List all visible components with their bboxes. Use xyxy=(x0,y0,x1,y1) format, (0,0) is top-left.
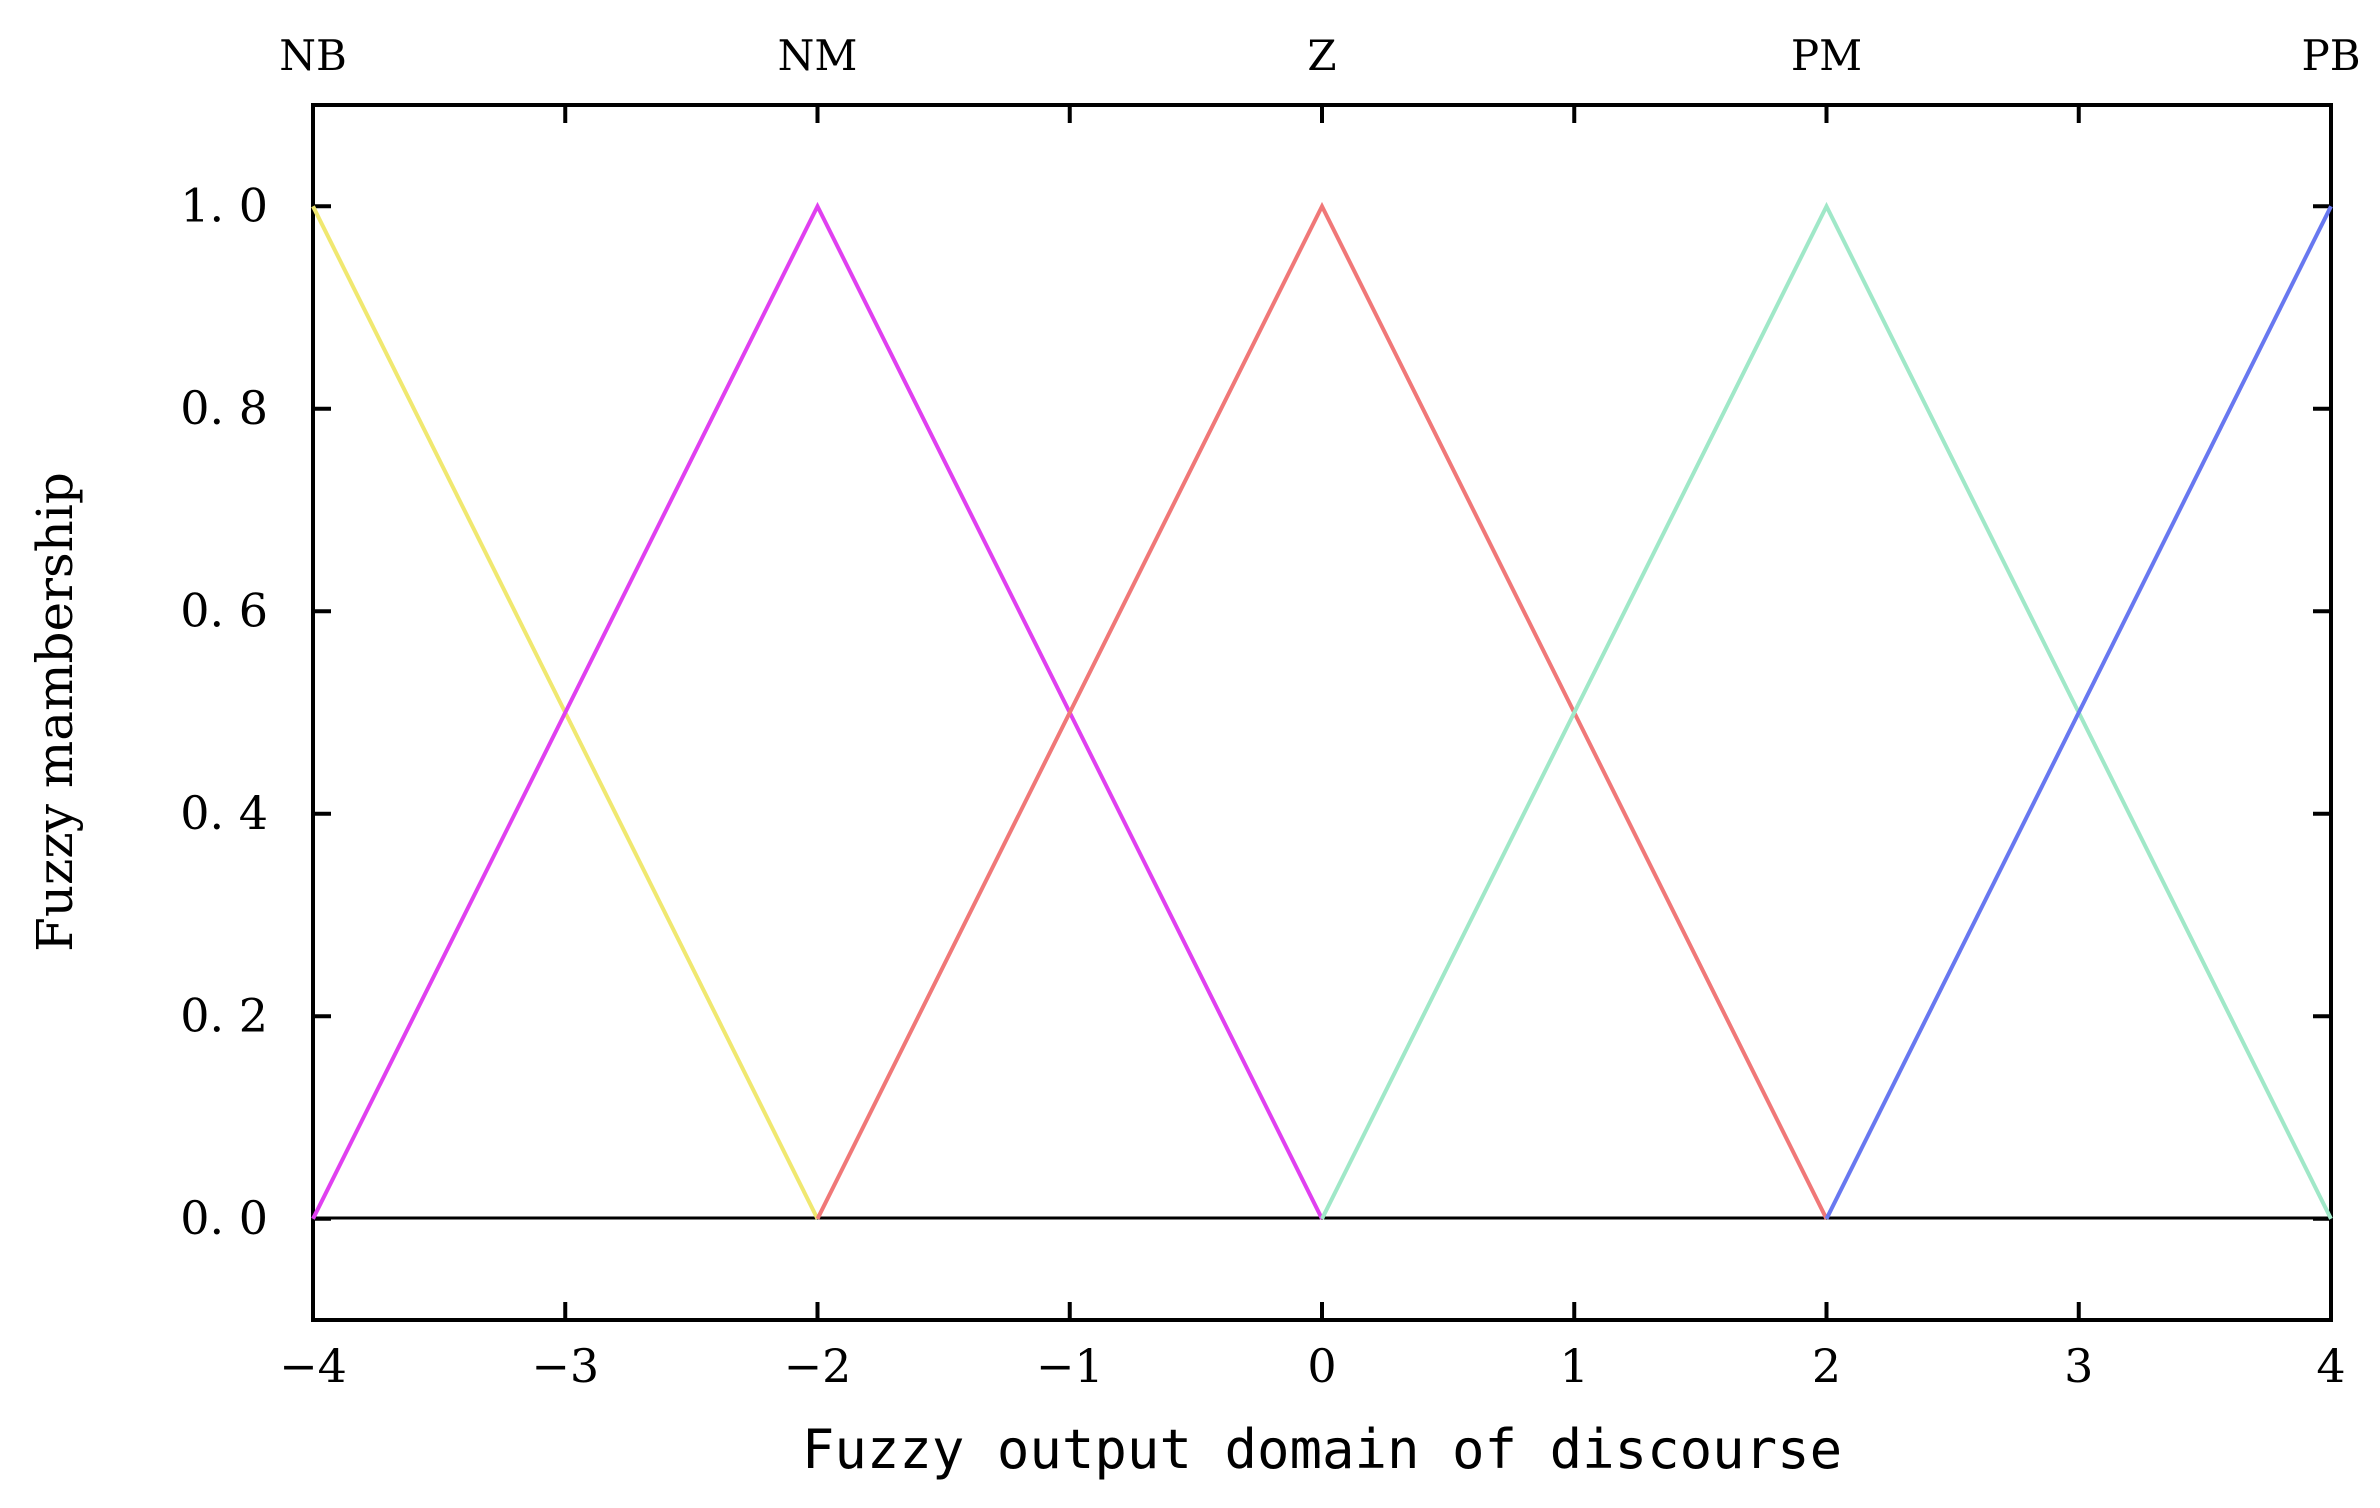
tick-labels: −4 −3 −2 −1 0 1 2 3 4 0. 0 0. 2 0. 4 0. 6 0. 8 1. 0 xyxy=(180,178,2345,1393)
series-group xyxy=(311,201,2333,1220)
y-axis-title: Fuzzy mambership xyxy=(26,472,84,952)
x-tick-label: −2 xyxy=(784,1339,852,1393)
set-label-pm: PM xyxy=(1791,31,1862,80)
x-axis-title: Fuzzy output domain of discourse xyxy=(802,1418,1842,1481)
axis-ticks xyxy=(311,105,2333,1320)
y-tick-label: 1. 0 xyxy=(180,178,268,232)
x-tick-label: 0 xyxy=(1307,1339,1336,1393)
y-tick-label: 0. 4 xyxy=(180,786,268,840)
set-label-nm: NM xyxy=(778,31,858,80)
plot-area xyxy=(311,103,2333,1322)
x-tick-label: 3 xyxy=(2064,1339,2093,1393)
y-tick-label: 0. 8 xyxy=(180,381,268,435)
x-tick-label: 1 xyxy=(1560,1339,1589,1393)
x-tick-label: 2 xyxy=(1812,1339,1841,1393)
x-tick-label: −4 xyxy=(279,1339,347,1393)
x-tick-label: −3 xyxy=(531,1339,599,1393)
plot-frame xyxy=(311,103,2333,1322)
series-line-z xyxy=(815,201,1829,1220)
set-label-pb: PB xyxy=(2301,31,2360,80)
y-tick-label: 0. 6 xyxy=(180,583,268,637)
x-tick-label: −1 xyxy=(1036,1339,1104,1393)
series-line-pb xyxy=(1824,205,2333,1220)
set-label-z: Z xyxy=(1307,31,1336,80)
y-tick-label: 0. 0 xyxy=(180,1191,268,1245)
x-tick-label: 4 xyxy=(2316,1339,2345,1393)
set-labels: NB NM Z PM PB xyxy=(279,31,2360,80)
series-line-pm xyxy=(1320,201,2333,1220)
series-line-nm xyxy=(311,201,1324,1220)
set-label-nb: NB xyxy=(279,31,347,80)
y-tick-label: 0. 2 xyxy=(180,988,268,1042)
